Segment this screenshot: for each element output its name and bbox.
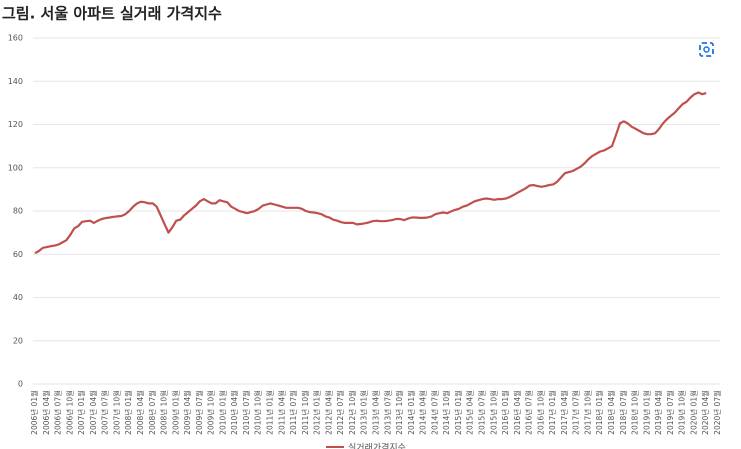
x-tick-label: 2007년 07월 xyxy=(100,390,110,435)
button-icon-dot[interactable] xyxy=(703,46,710,53)
x-tick-label: 2010년 01월 xyxy=(217,390,227,435)
x-tick-label: 2011년 01월 xyxy=(265,390,275,435)
x-tick-label: 2015년 04월 xyxy=(465,390,475,435)
x-tick-label: 2019년 01월 xyxy=(641,390,651,435)
x-tick-label: 2008년 01월 xyxy=(123,390,133,435)
chart-title: 그림. 서울 아파트 실거래 가격지수 xyxy=(2,5,222,23)
y-tick-label: 140 xyxy=(8,77,23,86)
y-tick-label: 160 xyxy=(8,34,23,43)
x-tick-label: 2013년 10월 xyxy=(394,390,404,435)
x-tick-label: 2020년 04월 xyxy=(700,390,710,435)
x-tick-label: 2015년 01월 xyxy=(453,390,463,435)
x-tick-label: 2018년 04월 xyxy=(606,390,616,435)
x-tick-label: 2014년 01월 xyxy=(406,390,416,435)
x-tick-label: 2018년 01월 xyxy=(594,390,604,435)
x-tick-label: 2013년 07월 xyxy=(382,390,392,435)
x-tick-label: 2016년 01월 xyxy=(500,390,510,435)
legend-label: 실거래가격지수 xyxy=(348,442,406,449)
x-tick-label: 2008년 04월 xyxy=(135,390,145,435)
x-tick-label: 2007년 10월 xyxy=(111,390,121,435)
x-tick-label: 2014년 10월 xyxy=(441,390,451,435)
button-bg[interactable] xyxy=(692,36,722,64)
x-tick-label: 2011년 07월 xyxy=(288,390,298,435)
y-tick-label: 20 xyxy=(13,336,23,345)
y-tick-label: 40 xyxy=(13,293,23,302)
x-tick-label: 2009년 07월 xyxy=(194,390,204,435)
x-tick-label: 2006년 07월 xyxy=(53,390,63,435)
x-tick-label: 2006년 01월 xyxy=(29,390,39,435)
y-tick-label: 100 xyxy=(8,163,23,172)
expand-button[interactable] xyxy=(692,36,722,64)
x-tick-label: 2007년 01월 xyxy=(76,390,86,435)
x-tick-label: 2007년 04월 xyxy=(88,390,98,435)
x-tick-label: 2011년 04월 xyxy=(276,390,286,435)
x-tick-label: 2017년 10월 xyxy=(582,390,592,435)
x-tick-label: 2015년 10월 xyxy=(488,390,498,435)
x-tick-label: 2019년 04월 xyxy=(653,390,663,435)
x-tick-label: 2008년 07월 xyxy=(147,390,157,435)
x-tick-label: 2006년 04월 xyxy=(41,390,51,435)
y-tick-label: 60 xyxy=(13,250,23,259)
x-tick-label: 2010년 04월 xyxy=(229,390,239,435)
x-tick-label: 2009년 01월 xyxy=(170,390,180,435)
x-tick-label: 2010년 07월 xyxy=(241,390,251,435)
y-tick-label: 80 xyxy=(13,207,23,216)
x-tick-label: 2012년 04월 xyxy=(323,390,333,435)
x-tick-label: 2008년 10월 xyxy=(159,390,169,435)
y-tick-label: 0 xyxy=(18,380,23,389)
x-tick-label: 2012년 01월 xyxy=(312,390,322,435)
x-tick-label: 2017년 07월 xyxy=(571,390,581,435)
x-tick-label: 2009년 10월 xyxy=(206,390,216,435)
x-tick-label: 2016년 04월 xyxy=(512,390,522,435)
x-tick-label: 2016년 10월 xyxy=(535,390,545,435)
x-tick-label: 2020년 07월 xyxy=(712,390,722,435)
x-tick-label: 2016년 07월 xyxy=(524,390,534,435)
x-tick-label: 2009년 04월 xyxy=(182,390,192,435)
x-tick-label: 2020년 01월 xyxy=(688,390,698,435)
x-tick-label: 2012년 07월 xyxy=(335,390,345,435)
x-tick-label: 2011년 10월 xyxy=(300,390,310,435)
x-tick-label: 2014년 07월 xyxy=(429,390,439,435)
x-tick-label: 2019년 07월 xyxy=(665,390,675,435)
x-tick-label: 2019년 10월 xyxy=(677,390,687,435)
x-tick-label: 2010년 10월 xyxy=(253,390,263,435)
x-tick-label: 2013년 04월 xyxy=(371,390,381,435)
x-tick-label: 2014년 04월 xyxy=(418,390,428,435)
x-tick-label: 2015년 07월 xyxy=(476,390,486,435)
x-tick-label: 2017년 04월 xyxy=(559,390,569,435)
x-tick-label: 2013년 01월 xyxy=(359,390,369,435)
x-tick-label: 2012년 10월 xyxy=(347,390,357,435)
y-tick-label: 120 xyxy=(8,120,23,129)
x-tick-label: 2017년 01월 xyxy=(547,390,557,435)
series-line xyxy=(34,91,707,255)
button-icon[interactable] xyxy=(699,42,714,57)
x-tick-label: 2018년 10월 xyxy=(630,390,640,435)
x-tick-label: 2006년 10월 xyxy=(64,390,74,435)
x-tick-label: 2018년 07월 xyxy=(618,390,628,435)
